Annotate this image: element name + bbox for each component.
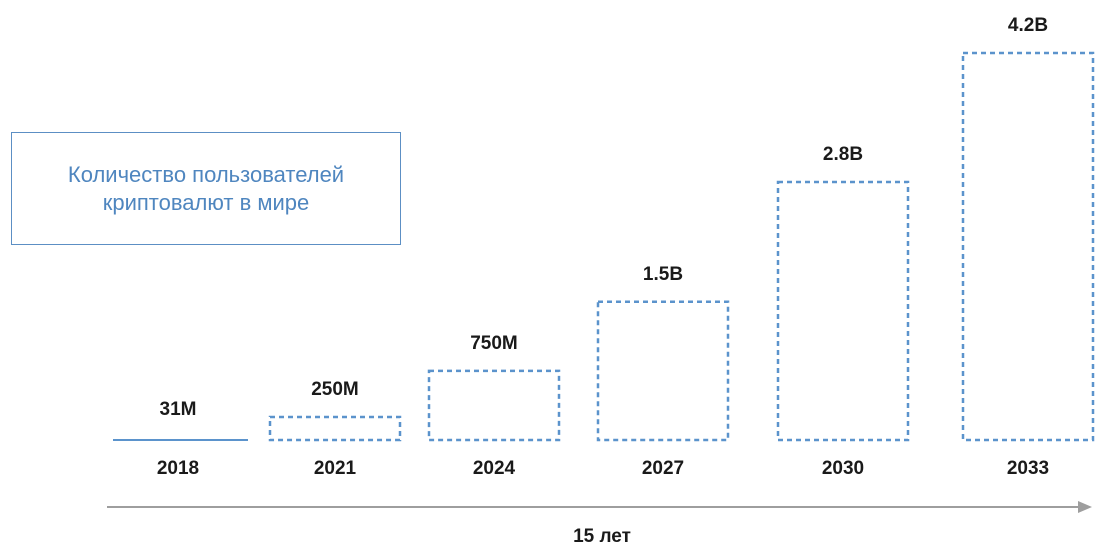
value-label-2024: 750M — [470, 333, 518, 354]
bar-2033 — [961, 51, 1095, 442]
x-axis-label: 15 лет — [573, 526, 631, 547]
value-label-2018: 31M — [160, 399, 197, 420]
chart-title-box: Количество пользователей криптовалют в м… — [11, 132, 401, 245]
value-label-2033: 4.2B — [1008, 15, 1048, 36]
chart-title-line-2: криптовалют в мире — [102, 189, 310, 215]
bar-2027 — [596, 300, 730, 442]
tick-label-2021: 2021 — [314, 458, 357, 479]
tick-label-2027: 2027 — [642, 458, 684, 479]
tick-label-2030: 2030 — [822, 458, 864, 479]
chart-title-line-1: Количество пользователей — [67, 161, 345, 187]
bar-2030 — [776, 180, 910, 442]
value-label-2027: 1.5B — [643, 264, 683, 285]
value-label-2030: 2.8B — [823, 144, 863, 165]
tick-label-2033: 2033 — [1007, 458, 1049, 479]
tick-label-2024: 2024 — [473, 458, 516, 479]
bar-2021 — [268, 415, 402, 442]
tick-label-2018: 2018 — [157, 458, 199, 479]
timeline-arrowhead-icon — [1078, 501, 1092, 513]
value-label-2021: 250M — [311, 379, 359, 400]
bar-2024 — [427, 369, 561, 442]
